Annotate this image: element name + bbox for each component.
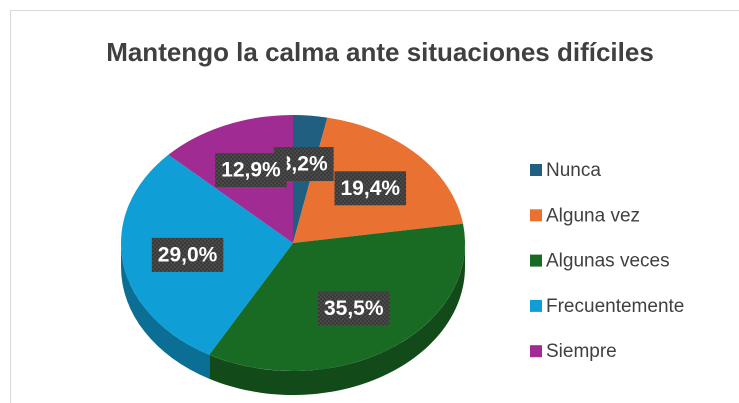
legend-swatch [530, 209, 542, 222]
legend-label: Siempre [546, 341, 617, 362]
data-label: 3,2% [280, 153, 328, 176]
legend-swatch [530, 345, 542, 358]
data-label: 12,9% [221, 159, 281, 182]
data-label-box [215, 153, 287, 188]
legend-swatch [530, 164, 542, 176]
legend-label: Nunca [546, 160, 601, 181]
data-label-box [334, 171, 407, 206]
data-label-box [151, 237, 224, 272]
data-label: 19,4% [341, 177, 401, 200]
data-label: 29,0% [158, 243, 218, 266]
legend-label: Alguna vez [546, 205, 640, 226]
legend-swatch [530, 254, 542, 267]
legend-label: Frecuentemente [546, 296, 684, 317]
data-label: 35,5% [324, 297, 384, 320]
data-label-box [317, 291, 390, 326]
chart-title: Mantengo la calma ante situaciones difíc… [106, 37, 654, 67]
legend-label: Algunas veces [546, 251, 670, 272]
slice-side [209, 243, 465, 395]
slice-side [121, 243, 210, 379]
title-box: Mantengo la calma ante situaciones difíc… [106, 37, 654, 67]
legend-swatch [530, 299, 542, 312]
